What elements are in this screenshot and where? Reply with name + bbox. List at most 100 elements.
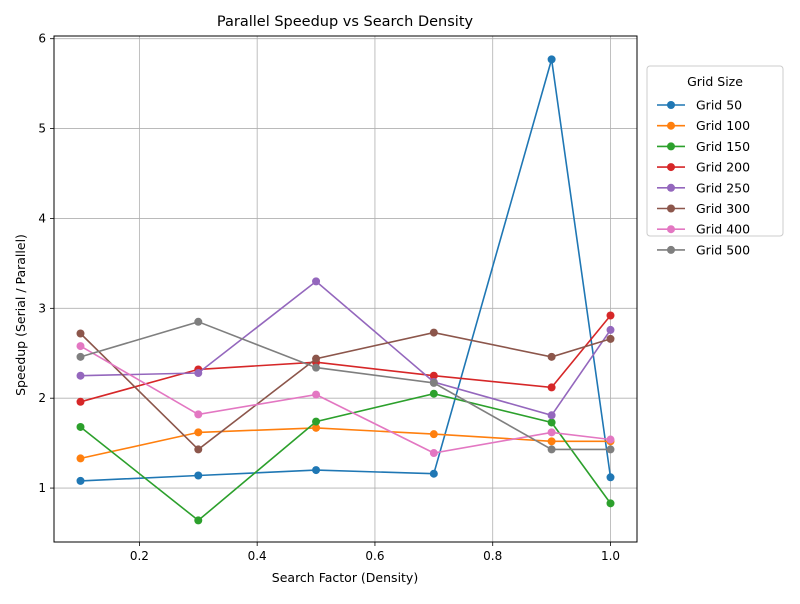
x-tick-label: 0.2 xyxy=(130,549,149,563)
series-line-grid-200 xyxy=(80,314,612,403)
x-tick-label: 1.0 xyxy=(601,549,620,563)
series-line-grid-500 xyxy=(80,320,611,451)
data-point-grid-250 xyxy=(76,371,85,380)
legend-item-grid-300: Grid 300 xyxy=(657,201,750,216)
legend-label-grid-400: Grid 400 xyxy=(696,222,750,237)
legend-title: Grid Size xyxy=(687,74,743,89)
legend-label-grid-150: Grid 150 xyxy=(696,139,750,154)
legend-marker-grid-150 xyxy=(667,142,675,151)
data-point-grid-300 xyxy=(194,445,203,454)
data-point-grid-150 xyxy=(312,417,321,426)
series-line-grid-50 xyxy=(80,59,612,482)
data-point-grid-100 xyxy=(76,454,85,463)
series-grid-150 xyxy=(76,389,615,525)
legend-box xyxy=(646,65,784,237)
series-line-grid-300 xyxy=(79,331,611,451)
data-point-grid-400 xyxy=(312,390,321,399)
y-tick-label: 2 xyxy=(38,391,46,405)
series-grid-300 xyxy=(76,328,615,454)
data-point-grid-500 xyxy=(429,378,438,387)
legend-label-grid-250: Grid 250 xyxy=(696,180,750,195)
data-point-grid-300 xyxy=(547,352,556,361)
series-grid-100 xyxy=(76,423,615,463)
data-point-grid-250 xyxy=(312,277,321,286)
data-point-grid-400 xyxy=(194,410,203,419)
series-line-grid-400 xyxy=(80,345,611,454)
data-point-grid-300 xyxy=(76,329,85,338)
legend-item-grid-50: Grid 50 xyxy=(657,98,742,113)
data-point-grid-50 xyxy=(312,466,321,475)
data-point-grid-200 xyxy=(547,383,556,392)
data-point-grid-50 xyxy=(606,473,615,482)
legend: Grid Size Grid 50 Grid 100 Grid 150 Grid 20… xyxy=(646,65,784,257)
x-axis-label: Search Factor (Density) xyxy=(272,570,418,585)
data-point-grid-300 xyxy=(429,328,438,337)
data-point-grid-50 xyxy=(194,471,203,480)
legend-marker-grid-400 xyxy=(667,225,675,234)
legend-item-grid-100: Grid 100 xyxy=(657,118,750,133)
data-point-grid-100 xyxy=(429,430,438,439)
data-point-grid-200 xyxy=(606,311,615,320)
series-grid-400 xyxy=(76,342,615,458)
y-tick-label: 5 xyxy=(38,122,46,136)
data-point-grid-200 xyxy=(76,397,85,406)
legend-label-grid-50: Grid 50 xyxy=(696,98,742,113)
data-point-grid-400 xyxy=(547,428,556,437)
data-point-grid-150 xyxy=(547,418,556,427)
x-tick-label: 0.4 xyxy=(248,549,267,563)
legend-item-grid-250: Grid 250 xyxy=(657,180,750,195)
data-point-grid-50 xyxy=(429,469,438,478)
series-grid-50 xyxy=(76,55,615,485)
legend-marker-grid-500 xyxy=(667,245,675,254)
data-point-grid-150 xyxy=(429,389,438,398)
legend-marker-grid-300 xyxy=(667,204,675,213)
chart-title: Parallel Speedup vs Search Density xyxy=(217,14,474,30)
data-point-grid-500 xyxy=(194,317,203,326)
data-point-grid-400 xyxy=(76,342,85,351)
data-point-grid-400 xyxy=(429,449,438,458)
y-tick-label: 4 xyxy=(38,211,46,225)
data-point-grid-100 xyxy=(547,437,556,446)
data-point-grid-150 xyxy=(606,499,615,508)
data-point-grid-500 xyxy=(606,445,615,454)
axes: 0.2 0.4 0.6 0.8 1.0 1 2 3 4 5 6 xyxy=(38,32,620,563)
series-lines xyxy=(76,55,615,525)
grid-lines xyxy=(54,36,637,542)
data-point-grid-250 xyxy=(547,411,556,420)
plot-area-frame xyxy=(53,35,638,543)
data-point-grid-100 xyxy=(312,423,321,432)
data-point-grid-50 xyxy=(76,476,85,485)
legend-marker-grid-50 xyxy=(667,101,675,109)
y-tick-label: 1 xyxy=(38,481,46,495)
data-point-grid-50 xyxy=(547,55,556,64)
data-point-grid-250 xyxy=(194,369,203,378)
legend-label-grid-200: Grid 200 xyxy=(696,160,750,175)
legend-marker-grid-200 xyxy=(667,163,675,172)
series-line-grid-250 xyxy=(80,280,612,417)
series-line-grid-100 xyxy=(80,427,611,460)
y-tick-label: 3 xyxy=(38,301,46,315)
legend-label-grid-100: Grid 100 xyxy=(696,118,750,133)
data-point-grid-300 xyxy=(312,354,321,363)
x-tick-label: 0.6 xyxy=(365,549,384,563)
data-point-grid-500 xyxy=(547,445,556,454)
data-point-grid-250 xyxy=(606,325,615,334)
x-tick-label: 0.8 xyxy=(483,549,502,563)
data-point-grid-500 xyxy=(76,352,85,361)
y-tick-label: 6 xyxy=(38,32,46,46)
legend-marker-grid-100 xyxy=(667,121,675,130)
legend-label-grid-500: Grid 500 xyxy=(696,242,750,257)
data-point-grid-150 xyxy=(194,516,203,525)
legend-items: Grid 50 Grid 100 Grid 150 Grid 200 Grid 250 G… xyxy=(657,98,750,257)
y-axis-label: Speedup (Serial / Parallel) xyxy=(13,234,28,396)
series-line-grid-150 xyxy=(80,392,612,522)
data-point-grid-300 xyxy=(606,334,615,343)
data-point-grid-100 xyxy=(194,428,203,437)
data-point-grid-500 xyxy=(312,363,321,372)
legend-item-grid-500: Grid 500 xyxy=(657,242,750,257)
legend-item-grid-400: Grid 400 xyxy=(657,222,750,237)
series-grid-500 xyxy=(76,317,615,454)
legend-item-grid-150: Grid 150 xyxy=(657,139,750,154)
